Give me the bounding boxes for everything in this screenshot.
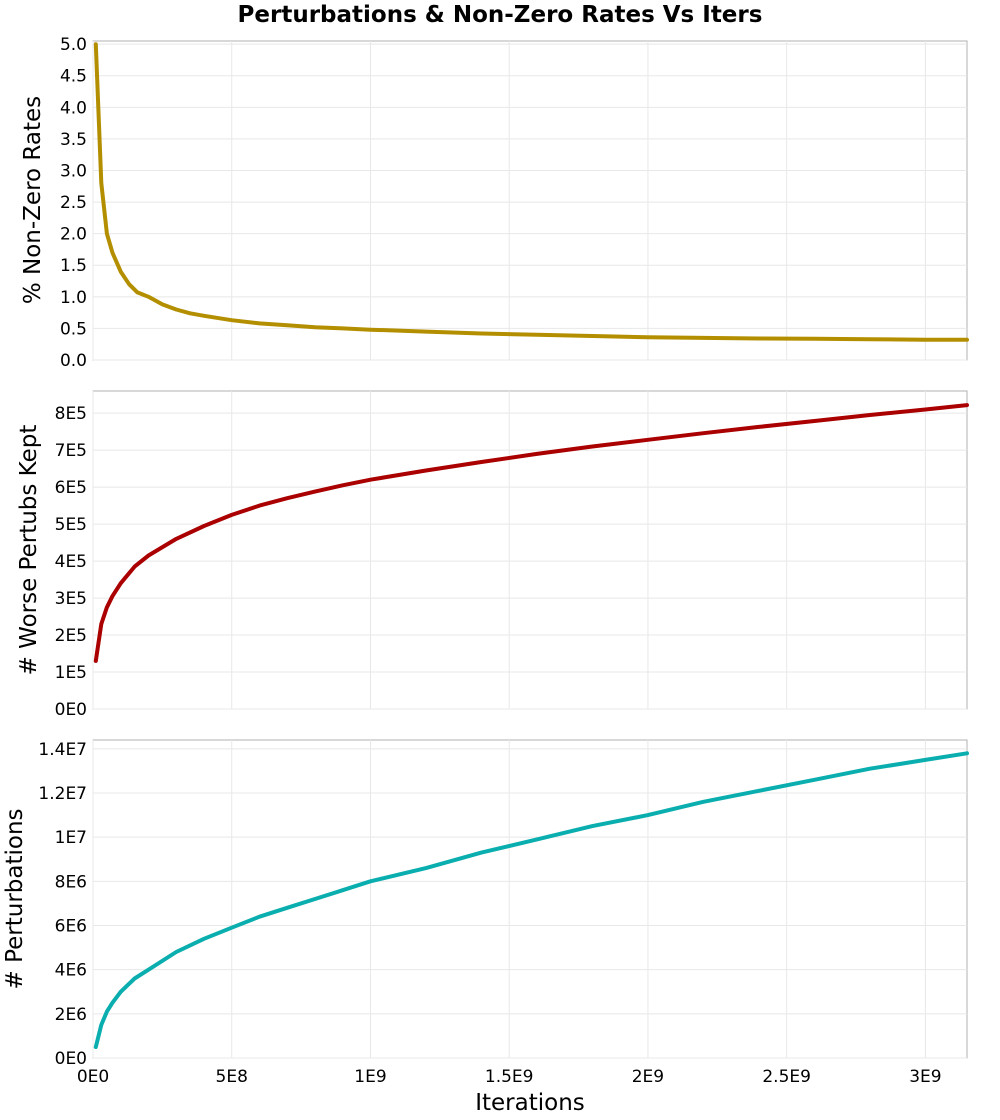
x-tick-label: 2E9 xyxy=(632,1067,664,1087)
y-tick-label: 4E6 xyxy=(55,961,87,981)
y-tick-label: 4E5 xyxy=(55,552,87,572)
x-tick-label: 1.5E9 xyxy=(485,1067,534,1087)
y-axis-label: % Non-Zero Rates xyxy=(20,96,46,304)
x-tick-label: 1E9 xyxy=(354,1067,386,1087)
y-tick-label: 5E5 xyxy=(55,515,87,535)
y-tick-label: 0.5 xyxy=(60,319,87,339)
x-tick-label: 2.5E9 xyxy=(762,1067,811,1087)
y-tick-label: 4.5 xyxy=(60,67,87,87)
y-tick-label: 0.0 xyxy=(60,351,87,371)
y-tick-label: 1.2E7 xyxy=(38,784,87,804)
panel-frame xyxy=(92,390,968,710)
chart-title: Perturbations & Non-Zero Rates Vs Iters xyxy=(237,2,763,28)
panel-1: 0.0 0.5 1.0 1.5 2.0 2.5 3.0 3.5 4.0 4.5 5.0 % Non-Z… xyxy=(20,35,969,371)
y-tick-label: 1.5 xyxy=(60,256,87,276)
panel-frame xyxy=(92,739,968,1059)
panel-3: 0E0 2E6 4E6 6E6 8E6 1E7 1.2E7 1.4E7 # Perturbati… xyxy=(2,739,969,1069)
x-tick-label: 5E8 xyxy=(216,1067,248,1087)
y-tick-label: 2.5 xyxy=(60,193,87,213)
y-tick-label: 1E7 xyxy=(55,828,87,848)
y-tick-label: 2.0 xyxy=(60,225,87,245)
y-tick-label: 6E6 xyxy=(55,917,87,937)
y-tick-label: 2E5 xyxy=(55,626,87,646)
y-tick-label: 3E5 xyxy=(55,589,87,609)
y-tick-label: 0E0 xyxy=(55,1049,87,1069)
y-axis-label: # Worse Pertubs Kept xyxy=(16,425,42,676)
y-tick-label: 3.5 xyxy=(60,130,87,150)
y-tick-label: 3.0 xyxy=(60,161,87,181)
y-tick-label: 1.4E7 xyxy=(38,740,87,760)
series-line xyxy=(93,751,969,1049)
y-tick-label: 0E0 xyxy=(55,700,87,720)
y-tick-label: 6E5 xyxy=(55,478,87,498)
panel-frame xyxy=(92,40,968,361)
y-tick-label: 8E5 xyxy=(55,404,87,424)
y-tick-label: 8E6 xyxy=(55,872,87,892)
y-axis-label: # Perturbations xyxy=(2,808,28,989)
y-tick-label: 1.0 xyxy=(60,288,87,308)
y-tick-label: 7E5 xyxy=(55,441,87,461)
x-axis-label: Iterations xyxy=(475,1090,585,1116)
y-tick-label: 1E5 xyxy=(55,663,87,683)
x-tick-label: 0E0 xyxy=(77,1067,109,1087)
panel-2: 0E0 1E5 2E5 3E5 4E5 5E5 6E5 7E5 8E5 # Worse Pertu… xyxy=(16,390,969,720)
y-tick-label: 4.0 xyxy=(60,98,87,118)
series-line xyxy=(93,42,969,342)
y-tick-label: 5.0 xyxy=(60,35,87,55)
series-line xyxy=(93,403,969,663)
x-tick-label: 3E9 xyxy=(909,1067,941,1087)
y-tick-label: 2E6 xyxy=(55,1005,87,1025)
